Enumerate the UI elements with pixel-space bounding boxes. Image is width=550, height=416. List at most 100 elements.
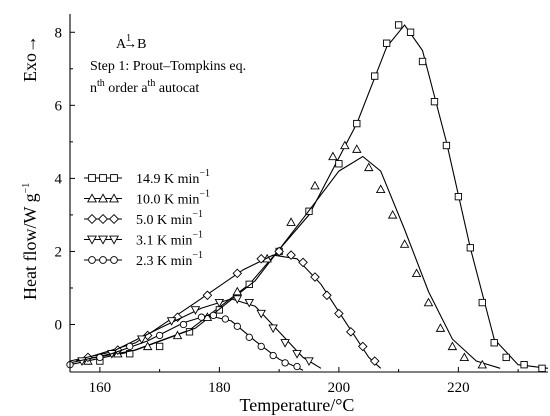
- data-point: [257, 342, 265, 351]
- fit-line: [75, 155, 501, 369]
- data-point: [310, 272, 320, 282]
- fit-line: [69, 24, 549, 369]
- reaction-arrow: →: [123, 37, 137, 52]
- y-tick-label: 6: [55, 98, 63, 114]
- data-point: [221, 315, 230, 323]
- legend-item: 14.9 K min−1: [84, 168, 210, 187]
- data-point: [190, 306, 201, 315]
- legend-label: 5.0 K min−1: [136, 209, 203, 228]
- y-tick-label: 8: [55, 25, 63, 41]
- data-point: [214, 298, 225, 308]
- legend-marker: [86, 193, 98, 203]
- data-point: [245, 333, 253, 341]
- data-point: [538, 364, 546, 372]
- model-mid: order a: [105, 81, 149, 96]
- legend-marker: [88, 256, 96, 264]
- data-point: [281, 359, 289, 367]
- data-point: [286, 217, 296, 226]
- data-point: [292, 350, 302, 359]
- legend-label-sup: −1: [199, 168, 210, 179]
- data-point: [96, 353, 104, 362]
- reaction-label: A1→B: [116, 33, 146, 52]
- exo-label: Exo→: [20, 35, 40, 82]
- legend-label-text: 10.0 K min: [136, 193, 199, 208]
- legend-label-sup: −1: [199, 189, 210, 200]
- x-axis-title: Temperature/°C: [240, 395, 355, 415]
- legend-item: 3.1 K min−1: [84, 230, 203, 249]
- data-point: [442, 141, 451, 150]
- legend-item: 2.3 K min−1: [84, 250, 203, 269]
- data-point: [387, 209, 398, 219]
- data-point: [298, 257, 308, 268]
- model-n-sup: th: [97, 78, 105, 89]
- data-point: [459, 352, 470, 362]
- model-a-sup: th: [148, 78, 156, 89]
- data-point: [477, 359, 488, 369]
- data-point: [244, 298, 255, 308]
- y-tick-label: 0: [55, 318, 63, 334]
- data-point: [383, 39, 391, 47]
- data-point: [142, 341, 153, 351]
- data-point: [447, 341, 458, 351]
- model-label: nth order ath autocat: [90, 78, 199, 96]
- y-tick-label: 2: [55, 244, 63, 260]
- data-point: [335, 160, 343, 168]
- data-point: [478, 298, 486, 307]
- data-point: [406, 28, 415, 36]
- data-point: [245, 280, 253, 288]
- data-point: [274, 246, 284, 257]
- legend-label: 14.9 K min−1: [136, 168, 210, 187]
- data-point: [423, 297, 434, 307]
- data-point: [268, 324, 278, 334]
- model-n: n: [90, 81, 97, 96]
- data-point: [197, 313, 206, 321]
- legend-marker: [88, 174, 96, 182]
- data-point: [172, 312, 183, 323]
- reaction-arrow-sup: 1: [126, 33, 131, 44]
- data-point: [418, 57, 427, 66]
- legend: 14.9 K min−110.0 K min−15.0 K min−13.1 K…: [84, 168, 210, 269]
- series-3: [69, 295, 322, 369]
- data-point: [346, 327, 356, 337]
- legend-marker: [86, 235, 98, 245]
- legend-marker: [110, 256, 118, 264]
- data-point: [155, 331, 164, 340]
- data-point: [280, 339, 290, 348]
- legend-label-text: 2.3 K min: [136, 254, 192, 269]
- x-tick-label: 200: [328, 380, 351, 396]
- data-point: [136, 335, 147, 345]
- data-point: [155, 342, 164, 351]
- data-point: [454, 193, 463, 201]
- legend-label: 3.1 K min−1: [136, 230, 203, 249]
- step-label: Step 1: Prout–Tompkins eq.: [90, 59, 246, 74]
- data-point: [435, 323, 446, 332]
- legend-label-text: 3.1 K min: [136, 234, 192, 249]
- series-4: [66, 311, 304, 371]
- series-1: [75, 140, 501, 369]
- data-point: [202, 312, 213, 321]
- data-point: [399, 239, 410, 248]
- legend-marker: [86, 213, 98, 225]
- data-point: [357, 341, 368, 352]
- y-axis-title-text: Heat flow/W g: [20, 193, 40, 300]
- legend-label: 10.0 K min−1: [136, 189, 210, 208]
- data-point: [179, 320, 188, 329]
- data-point: [322, 290, 332, 301]
- data-point: [394, 21, 403, 29]
- legend-marker: [110, 174, 118, 182]
- legend-marker: [97, 235, 109, 245]
- data-point: [352, 144, 362, 153]
- legend-marker: [99, 174, 107, 182]
- legend-label-sup: −1: [192, 250, 203, 261]
- data-point: [310, 180, 320, 190]
- data-point: [520, 361, 528, 369]
- y-tick-label: 4: [55, 171, 63, 187]
- data-point: [490, 339, 498, 347]
- legend-label-text: 5.0 K min: [136, 213, 192, 228]
- data-point: [256, 309, 266, 319]
- model-tail: autocat: [155, 81, 199, 96]
- data-point: [232, 268, 243, 279]
- x-tick-label: 160: [89, 380, 112, 396]
- data-point: [126, 350, 134, 358]
- data-point: [411, 268, 422, 278]
